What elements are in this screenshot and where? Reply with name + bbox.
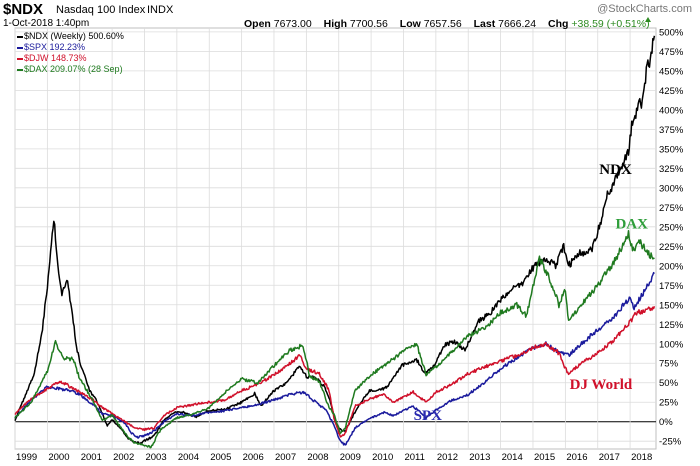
annotation-ndx: NDX (599, 162, 632, 178)
y-axis: -25% 0% 25% 50% 75% 100% 125% 150% 175% 200% 225% 2… (659, 27, 684, 447)
title-date: 1-Oct-2018 1:40pm (3, 18, 90, 29)
annotation-spx: SPX (414, 408, 443, 424)
legend-item-djw: $DJW 148.73% (17, 53, 124, 64)
y-tick-label: 275% (659, 203, 684, 214)
x-tick-label: 2015 (534, 452, 555, 463)
title-symbol: $NDX (3, 1, 44, 18)
chg-label: Chg (548, 18, 569, 30)
y-tick-label: 150% (659, 300, 684, 311)
low-value: 7657.56 (423, 18, 462, 30)
annotation-dax: DAX (615, 216, 648, 232)
y-tick-label: 75% (659, 359, 679, 370)
open-label: Open (244, 18, 271, 30)
y-tick-label: -25% (659, 437, 682, 448)
y-tick-label: 475% (659, 47, 684, 58)
x-tick-label: 2014 (502, 452, 523, 463)
series-line-dax (14, 229, 655, 449)
legend-label-spx: $SPX 192.23% (24, 42, 86, 52)
x-tick-label: 2003 (145, 452, 166, 463)
x-tick-label: 2006 (243, 452, 264, 463)
title-name: Nasdaq 100 Index (56, 4, 146, 16)
last-price-marker (645, 17, 651, 22)
y-tick-label: 500% (659, 27, 684, 38)
x-tick-label: 2018 (631, 452, 652, 463)
legend-swatch-dax (17, 68, 23, 71)
y-tick-label: 425% (659, 86, 684, 97)
x-tick-label: 2012 (437, 452, 458, 463)
x-tick-label: 2009 (340, 452, 361, 463)
y-tick-label: 225% (659, 242, 684, 253)
legend-swatch-spx (17, 46, 23, 49)
legend-label-dax: $DAX 209.07% (28 Sep) (24, 64, 123, 74)
x-tick-label: 2000 (48, 452, 69, 463)
legend-swatch-djw (17, 57, 23, 60)
y-tick-label: 100% (659, 339, 684, 350)
y-tick-label: 50% (659, 378, 679, 389)
legend-item-spx: $SPX 192.23% (17, 42, 124, 53)
legend-item-dax: $DAX 209.07% (28 Sep) (17, 64, 124, 75)
x-tick-label: 2008 (307, 452, 328, 463)
legend-label-ndx: $NDX (Weekly) 500.60% (24, 31, 124, 41)
y-tick-label: 25% (659, 398, 679, 409)
chg-value: +38.59 (+0.51%) (571, 18, 650, 30)
annotation-dj-world: DJ World (570, 377, 633, 393)
title-exchange: INDX (147, 4, 174, 16)
plot-area (14, 27, 657, 450)
y-tick-label: 0% (659, 417, 673, 428)
last-label: Last (473, 18, 496, 30)
y-tick-label: 300% (659, 183, 684, 194)
x-tick-label: 2004 (178, 452, 199, 463)
x-tick-label: 2005 (210, 452, 231, 463)
y-tick-label: 375% (659, 125, 684, 136)
grid (14, 28, 656, 449)
y-tick-label: 200% (659, 261, 684, 272)
x-tick-label: 2017 (599, 452, 620, 463)
last-value: 7666.24 (498, 18, 537, 30)
quote-bar: Open 7673.00 High 7700.56 Low 7657.56 La… (244, 18, 650, 30)
y-tick-label: 175% (659, 281, 684, 292)
x-tick-label: 2016 (566, 452, 587, 463)
y-tick-label: 400% (659, 105, 684, 116)
legend: $NDX (Weekly) 500.60% $SPX 192.23% $DJW … (17, 31, 124, 75)
series-line-djw (14, 306, 656, 438)
x-tick-label: 2011 (404, 452, 424, 463)
x-tick-label: 2001 (81, 452, 102, 463)
x-tick-label: 1999 (16, 452, 37, 463)
high-value: 7700.56 (349, 18, 388, 30)
y-tick-label: 350% (659, 144, 684, 155)
y-tick-label: 450% (659, 66, 684, 77)
y-tick-label: 325% (659, 164, 684, 175)
high-label: High (323, 18, 347, 30)
x-tick-label: 2007 (275, 452, 296, 463)
open-value: 7673.00 (273, 18, 312, 30)
annotations: NDX DAX SPX DJ World (414, 162, 649, 424)
x-tick-label: 2010 (372, 452, 393, 463)
x-axis: 1999 2000 2001 2002 2003 2004 2005 2006 2007 2008… (16, 452, 652, 463)
y-tick-label: 125% (659, 320, 684, 331)
legend-swatch-ndx (17, 35, 23, 38)
low-label: Low (399, 18, 421, 30)
x-tick-label: 2002 (113, 452, 134, 463)
brand-logo[interactable]: @StockCharts.com (597, 3, 692, 15)
series-lines (14, 35, 656, 449)
x-tick-label: 2013 (469, 452, 490, 463)
legend-label-djw: $DJW 148.73% (24, 53, 87, 63)
legend-item-ndx: $NDX (Weekly) 500.60% (17, 31, 124, 42)
y-tick-label: 250% (659, 222, 684, 233)
